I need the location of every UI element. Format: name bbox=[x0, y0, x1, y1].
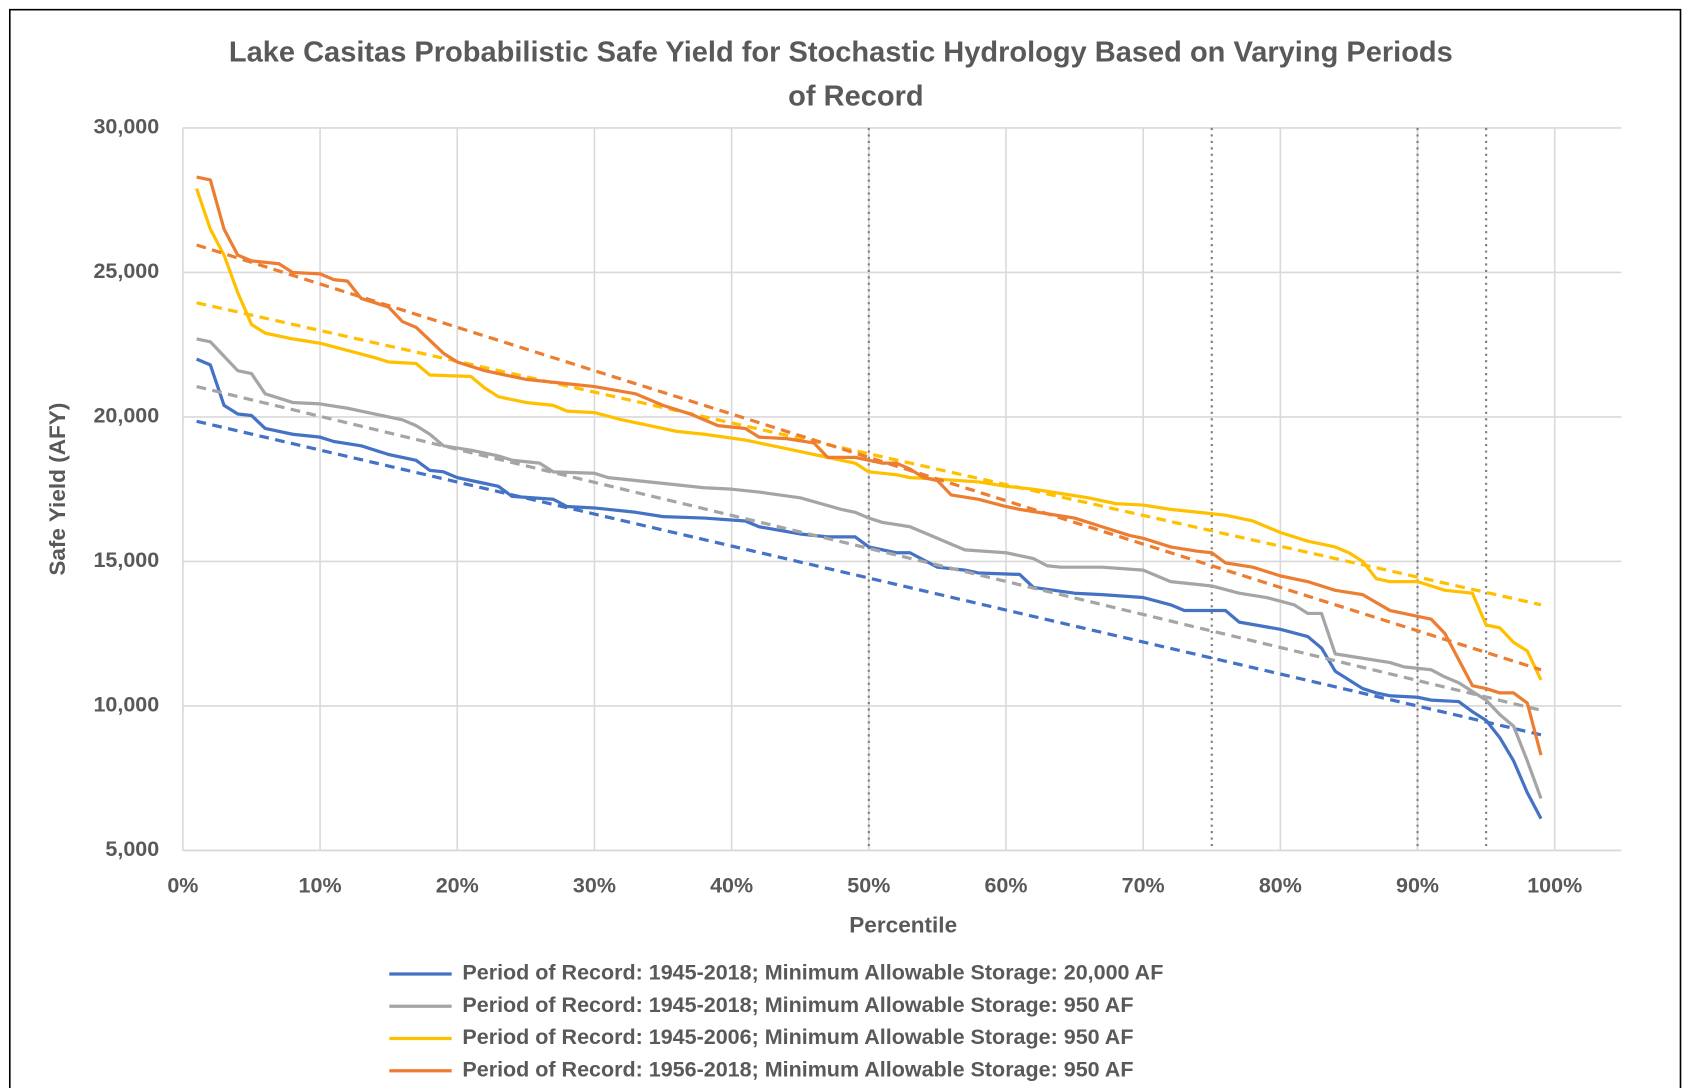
series-line bbox=[195, 188, 1543, 681]
y-tick-label: 5,000 bbox=[105, 837, 159, 861]
x-tick-label: 90% bbox=[1396, 874, 1439, 898]
series-line bbox=[196, 337, 1543, 799]
y-tick-label: 20,000 bbox=[93, 404, 159, 428]
y-tick-label: 25,000 bbox=[93, 259, 159, 283]
x-tick-label: 70% bbox=[1122, 874, 1165, 898]
y-axis-label: Safe Yield (AFY) bbox=[45, 403, 70, 576]
legend-label: Period of Record: 1956-2018; Minimum All… bbox=[462, 1057, 1133, 1081]
x-tick-label: 30% bbox=[573, 874, 616, 898]
x-tick-label: 80% bbox=[1259, 874, 1302, 898]
x-tick-label: 20% bbox=[436, 874, 479, 898]
y-tick-label: 15,000 bbox=[93, 548, 159, 572]
x-tick-label: 10% bbox=[299, 874, 342, 898]
trend-line bbox=[196, 301, 1542, 607]
series-line bbox=[196, 175, 1543, 756]
trend-line bbox=[196, 243, 1542, 672]
chart-border bbox=[8, 8, 1682, 1088]
trend-line bbox=[196, 385, 1542, 712]
legend-label: Period of Record: 1945-2018; Minimum All… bbox=[462, 961, 1163, 985]
x-tick-label: 0% bbox=[167, 874, 198, 898]
y-tick-label: 10,000 bbox=[93, 693, 159, 717]
x-tick-label: 60% bbox=[984, 874, 1027, 898]
x-tick-label: 50% bbox=[847, 874, 890, 898]
legend-label: Period of Record: 1945-2018; Minimum All… bbox=[462, 993, 1133, 1017]
x-tick-label: 40% bbox=[710, 874, 753, 898]
trend-line bbox=[196, 419, 1542, 737]
chart-title: of Record bbox=[788, 81, 923, 113]
chart-title: Lake Casitas Probabilistic Safe Yield fo… bbox=[229, 36, 1453, 68]
legend-label: Period of Record: 1945-2006; Minimum All… bbox=[462, 1025, 1133, 1049]
x-tick-label: 100% bbox=[1527, 874, 1582, 898]
series-line bbox=[195, 357, 1543, 820]
y-tick-label: 30,000 bbox=[93, 115, 159, 139]
x-axis-label: Percentile bbox=[849, 913, 957, 938]
